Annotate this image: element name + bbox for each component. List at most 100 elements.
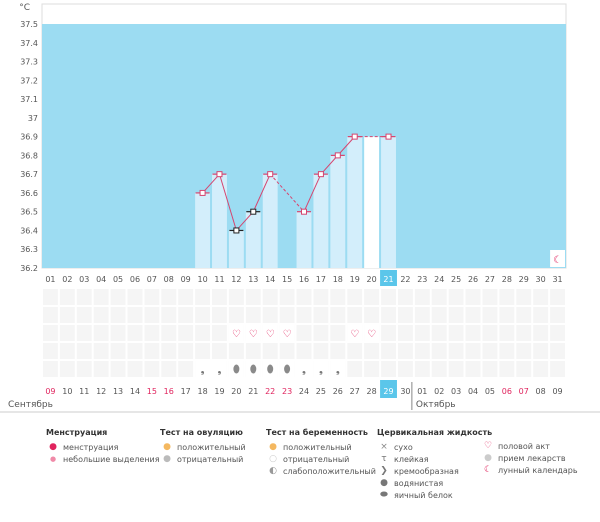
intercourse-cell (262, 325, 278, 341)
grid-cell (431, 325, 447, 341)
y-tick-label: 36.3 (20, 245, 38, 254)
cycle-day-label: 22 (265, 387, 275, 396)
grid-cell (381, 307, 396, 323)
grid-cell (262, 343, 278, 359)
y-tick-label: 36.7 (20, 170, 38, 179)
grid-cell (144, 289, 160, 305)
grid-cell (499, 343, 515, 359)
x-tick-label: 04 (96, 275, 106, 284)
grid-cell (431, 289, 447, 305)
temperature-bar (347, 136, 363, 268)
cycle-day-label: 13 (113, 387, 123, 396)
grid-cell (550, 289, 565, 305)
grid-cell (279, 343, 295, 359)
temperature-point (351, 133, 358, 140)
grid-cell (550, 343, 565, 359)
temperature-point (317, 171, 324, 178)
temperature-line-segment (303, 173, 322, 212)
legend-item: ● небольшие выделения (46, 453, 160, 465)
x-tick-label: 24 (434, 275, 444, 284)
x-tick-label: 28 (502, 275, 512, 284)
grid-cell (448, 361, 464, 377)
temperature-line-segment (337, 136, 356, 156)
heart-icon: ♡ (266, 329, 275, 340)
cycle-day-label: 18 (197, 387, 207, 396)
heart-icon: ♡ (249, 329, 258, 340)
y-tick-label: 37 (28, 114, 38, 123)
chart-svg: °C 37.5 37.4 37.3 37.2 37.1 37 36.9 36.8 36.7 36.6… (0, 3, 600, 413)
grid-cell (161, 289, 177, 305)
cycle-day-label: 20 (231, 387, 241, 396)
grid-cell (279, 289, 295, 305)
temperature-point (199, 189, 206, 196)
creamy-icon: ❟ (319, 365, 323, 376)
cycle-day-label: 01 (417, 387, 427, 396)
grid-cell (499, 307, 515, 323)
temperature-point (216, 171, 223, 178)
grid-cell (448, 343, 464, 359)
grid-cell (195, 307, 211, 323)
x-tick-label: 03 (79, 275, 89, 284)
grid-cell (144, 361, 160, 377)
y-tick-label: 37.1 (20, 95, 38, 104)
y-tick-label: 36.5 (20, 208, 38, 217)
watery-icon (233, 364, 240, 374)
temperature-point (267, 171, 274, 178)
pregnancy-weak-icon: ◐ (269, 466, 277, 476)
grid-cell (414, 325, 430, 341)
grid-cell (347, 307, 363, 323)
cervical-cell (212, 361, 227, 377)
temperature-bar (212, 174, 227, 268)
grid-cell (43, 343, 58, 359)
x-tick-label: 20 (367, 275, 377, 284)
grid-cell (364, 289, 380, 305)
legend-other: ♡ половой акт ● прием лекарств ☾ лунный кал… (481, 440, 578, 476)
legend-pregnancy-title: Тест на беременность (266, 428, 368, 437)
cycle-day-label: 09 (552, 387, 562, 396)
pregnancy-positive-icon: ● (269, 442, 277, 452)
x-tick-label: 16 (299, 275, 309, 284)
legend-item: ⬬ яичный белок (377, 489, 492, 501)
grid-cell (110, 307, 126, 323)
grid-cell (533, 361, 549, 377)
grid-cell (279, 307, 295, 323)
legend: Менструация ● менструация ● небольшие выде… (0, 428, 600, 522)
grid-cell (364, 343, 380, 359)
cycle-day-label: 17 (181, 387, 191, 396)
x-tick-label: 07 (147, 275, 157, 284)
grid-cell (110, 325, 126, 341)
grid-cell (93, 343, 109, 359)
grid-cell (381, 325, 396, 341)
cycle-day-label: 07 (519, 387, 529, 396)
y-tick-label: 37.3 (20, 58, 38, 67)
creamy-icon: ❯ (380, 466, 388, 476)
ovulation-negative-icon: ● (163, 454, 171, 464)
heart-icon: ♡ (350, 329, 359, 340)
grid-cell (296, 289, 312, 305)
grid-cell (465, 325, 481, 341)
grid-cell (212, 307, 227, 323)
x-tick-label: 19 (350, 275, 360, 284)
temperature-bar (364, 136, 380, 268)
y-tick-label: 36.2 (20, 264, 38, 273)
legend-pregnancy: Тест на беременность ● положительный ○ отр… (266, 428, 376, 477)
grid-cell (161, 343, 177, 359)
grid-cell (465, 361, 481, 377)
grid-cell (110, 343, 126, 359)
pregnancy-negative-icon: ○ (269, 454, 277, 464)
grid-cell (313, 325, 329, 341)
cycle-day-label: 02 (434, 387, 444, 396)
temperature-bar (228, 230, 244, 268)
grid-cell (330, 289, 346, 305)
y-tick-label: 37.2 (20, 76, 38, 85)
x-tick-label: 17 (316, 275, 326, 284)
grid-cell (212, 343, 227, 359)
cycle-day-label: 09 (45, 387, 55, 396)
legend-item: ☾ лунный календарь (481, 464, 578, 476)
grid-cell (313, 307, 329, 323)
grid-cell (533, 325, 549, 341)
cycle-day-label: 21 (248, 387, 258, 396)
grid-cell (499, 325, 515, 341)
grid-cell (178, 325, 194, 341)
grid-cell (228, 307, 244, 323)
